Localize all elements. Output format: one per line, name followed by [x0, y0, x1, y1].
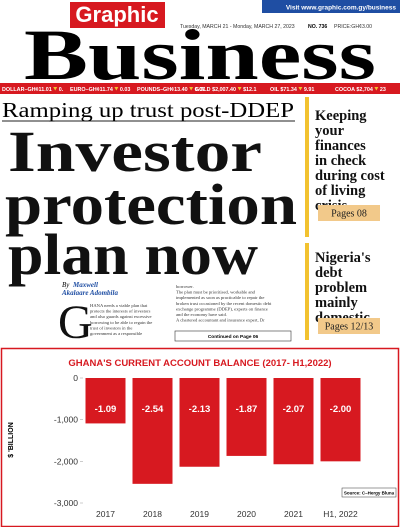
x-tick-label: 2020	[237, 509, 256, 519]
body-text: government as a responsible	[90, 331, 142, 336]
body-text: borrower.	[176, 284, 194, 289]
body-text: protects the interests of investors	[90, 309, 151, 314]
sidebar-title: in check	[315, 153, 367, 169]
visit-link: Visit www.graphic.com.gy/business	[286, 5, 397, 12]
chart-title: GHANA'S CURRENT ACCOUNT BALANCE (2017- H…	[68, 358, 331, 369]
value-label: -2.00	[330, 404, 352, 415]
visit-bar	[262, 0, 400, 13]
x-tick-label: H1, 2022	[323, 509, 358, 519]
headline-line: plan now	[8, 222, 258, 287]
y-tick-label: -1,000	[54, 415, 78, 425]
ticker-item: COCOA $2,704	[335, 87, 373, 93]
ticker-bar	[0, 83, 400, 94]
headline-line: Investor	[8, 119, 262, 184]
byline-prefix: By	[62, 281, 70, 289]
down-arrow	[237, 87, 242, 91]
body-text: borrowing to be able to regain the	[90, 320, 152, 325]
y-tick-label: 0	[73, 373, 78, 383]
bar	[320, 378, 361, 462]
continued-box	[174, 330, 292, 342]
down-arrow	[114, 87, 119, 91]
ticker-change: 0.	[59, 87, 64, 93]
body-text: A chartered accountant and insurance exp…	[176, 318, 265, 324]
sidebar-title: Nigeria's	[315, 250, 371, 266]
price: PRICE:GH¢3.00	[334, 24, 372, 30]
ticker-item: POUNDS–GH¢13.40	[137, 87, 188, 93]
ticker-item: DOLLAR–GH¢11.01	[2, 87, 52, 93]
sidebar-pages: Pages 12/13	[325, 322, 374, 333]
y-tick-label: -2,000	[54, 456, 78, 466]
ticker-item: OIL $71.34	[270, 87, 297, 93]
chart-source: Source: C–Hergy Bluna	[344, 491, 395, 496]
issue: NO. 736	[308, 24, 327, 30]
author: Maxwell	[72, 281, 98, 289]
value-label: -2.13	[189, 404, 211, 415]
down-arrow	[298, 87, 303, 91]
sidebar-accent	[305, 97, 309, 237]
down-arrow	[374, 87, 379, 91]
kicker: Ramping up trust post-DDEP	[2, 98, 294, 122]
continued: Continued on Page 06	[208, 334, 259, 340]
bar	[226, 378, 267, 456]
body-text: and the economy have said.	[176, 312, 227, 317]
sidebar-title: during cost	[315, 168, 385, 184]
x-tick-label: 2021	[284, 509, 303, 519]
body-text: HANA needs a viable plan that	[90, 303, 148, 308]
x-tick-label: 2017	[96, 509, 115, 519]
x-tick-label: 2018	[143, 509, 162, 519]
ticker-change: 9.91	[304, 87, 315, 93]
ticker-item: GOLD $2,007.40	[195, 87, 236, 93]
down-arrow	[189, 87, 194, 91]
bar	[132, 378, 173, 484]
sidebar-title: debt	[315, 265, 343, 281]
x-tick-label: 2019	[190, 509, 209, 519]
sidebar-title: Keeping	[315, 108, 367, 124]
bar	[85, 378, 126, 424]
body-text: and also guards against excessive	[90, 314, 152, 319]
body-text: trust of investors in the	[90, 325, 132, 330]
sidebar-title: mainly	[315, 295, 358, 311]
brand-box	[70, 2, 165, 28]
source-box	[341, 487, 397, 498]
ticker-change: $12.1	[243, 87, 257, 93]
body-text: broken trust occasioned by the recent do…	[176, 301, 272, 306]
date: Tuesday, MARCH 21 - Monday, MARCH 27, 20…	[180, 24, 295, 30]
ticker-change: 23	[380, 87, 386, 93]
ticker-item: EURO–GH¢11.74	[70, 87, 113, 93]
pages-badge	[318, 318, 380, 334]
body-text: The plan must be prioritised, workable a…	[176, 290, 256, 296]
value-label: -1.87	[236, 404, 258, 415]
author: Akalaare Adombila	[61, 289, 118, 297]
ticker-change: 0.03	[120, 87, 131, 93]
drop-cap: G	[58, 296, 93, 349]
body-text: exchange programme (DDEP), experts on fi…	[176, 306, 268, 312]
bar	[273, 378, 314, 465]
brand: Graphic	[75, 2, 158, 27]
y-axis-label: $ 'BILLION	[8, 422, 15, 458]
masthead: Business	[24, 15, 376, 95]
ticker-change: 0.07	[195, 87, 206, 93]
down-arrow	[53, 87, 58, 91]
sidebar-pages: Pages 08	[331, 209, 367, 220]
body-text: implemented as soon as practicable to re…	[176, 295, 264, 300]
bar	[179, 378, 220, 467]
value-label: -2.54	[142, 404, 164, 415]
value-label: -2.07	[283, 404, 305, 415]
sidebar-title: your	[315, 123, 345, 139]
sidebar-accent	[305, 243, 309, 340]
headline-line: protection	[5, 172, 297, 237]
pages-badge	[318, 205, 380, 221]
sidebar-title: of living	[315, 183, 366, 199]
sidebar-title: finances	[315, 138, 366, 154]
sidebar-title: problem	[315, 280, 367, 296]
value-label: -1.09	[95, 404, 117, 415]
y-tick-label: -3,000	[54, 498, 78, 508]
